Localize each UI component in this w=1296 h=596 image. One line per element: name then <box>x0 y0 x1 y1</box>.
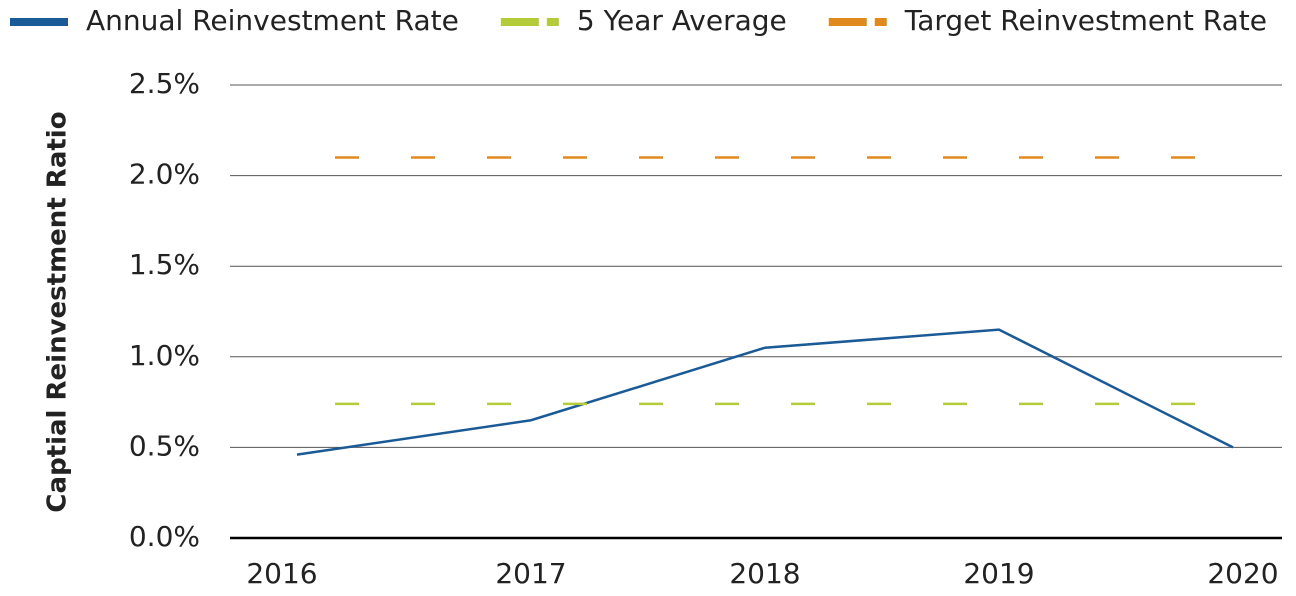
x-tick-label: 2016 <box>246 557 317 590</box>
x-tick-label: 2018 <box>729 557 800 590</box>
y-tick-label: 1.0% <box>129 339 200 372</box>
y-tick-label: 0.5% <box>129 429 200 462</box>
y-tick-label: 2.0% <box>129 158 200 191</box>
legend-label: Target Reinvestment Rate <box>904 4 1267 37</box>
series-line <box>296 328 1234 456</box>
y-tick-label: 2.5% <box>129 67 200 100</box>
y-tick-label: 0.0% <box>129 520 200 553</box>
legend-label: 5 Year Average <box>577 4 787 37</box>
x-tick-label: 2017 <box>495 557 566 590</box>
legend-label: Annual Reinvestment Rate <box>86 4 459 37</box>
y-tick-label: 1.5% <box>129 248 200 281</box>
x-tick-label: 2020 <box>1207 557 1278 590</box>
y-axis-label: Captial Reinvestment Ratio <box>43 111 73 512</box>
x-tick-label: 2019 <box>963 557 1034 590</box>
